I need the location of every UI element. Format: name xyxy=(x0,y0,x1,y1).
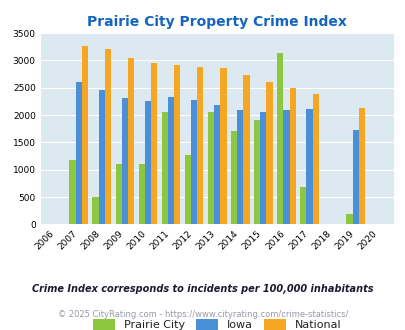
Text: © 2025 CityRating.com - https://www.cityrating.com/crime-statistics/: © 2025 CityRating.com - https://www.city… xyxy=(58,310,347,319)
Bar xyxy=(289,88,295,224)
Bar xyxy=(104,50,111,224)
Bar xyxy=(98,90,104,224)
Bar xyxy=(312,94,318,224)
Bar xyxy=(69,160,75,224)
Bar xyxy=(230,131,237,224)
Bar xyxy=(237,110,243,224)
Bar xyxy=(352,130,358,224)
Bar xyxy=(260,112,266,224)
Bar xyxy=(190,100,197,224)
Bar xyxy=(254,120,260,224)
Bar xyxy=(213,106,220,224)
Bar xyxy=(81,46,88,224)
Bar xyxy=(306,109,312,224)
Bar xyxy=(75,82,82,224)
Bar xyxy=(145,101,151,224)
Bar xyxy=(174,65,180,224)
Bar xyxy=(207,112,213,224)
Bar xyxy=(220,68,226,224)
Bar xyxy=(92,196,98,224)
Bar xyxy=(128,58,134,224)
Bar xyxy=(197,67,203,224)
Bar xyxy=(122,98,128,224)
Bar xyxy=(168,97,174,224)
Text: Crime Index corresponds to incidents per 100,000 inhabitants: Crime Index corresponds to incidents per… xyxy=(32,284,373,294)
Bar xyxy=(266,82,272,224)
Bar xyxy=(115,164,122,224)
Bar xyxy=(358,109,364,224)
Bar xyxy=(184,155,190,224)
Bar xyxy=(138,164,145,224)
Bar xyxy=(283,110,289,224)
Bar xyxy=(299,187,306,224)
Bar xyxy=(161,112,168,224)
Title: Prairie City Property Crime Index: Prairie City Property Crime Index xyxy=(87,15,346,29)
Bar xyxy=(243,75,249,224)
Bar xyxy=(345,214,352,224)
Legend: Prairie City, Iowa, National: Prairie City, Iowa, National xyxy=(88,314,345,330)
Bar xyxy=(151,63,157,224)
Bar xyxy=(277,53,283,224)
